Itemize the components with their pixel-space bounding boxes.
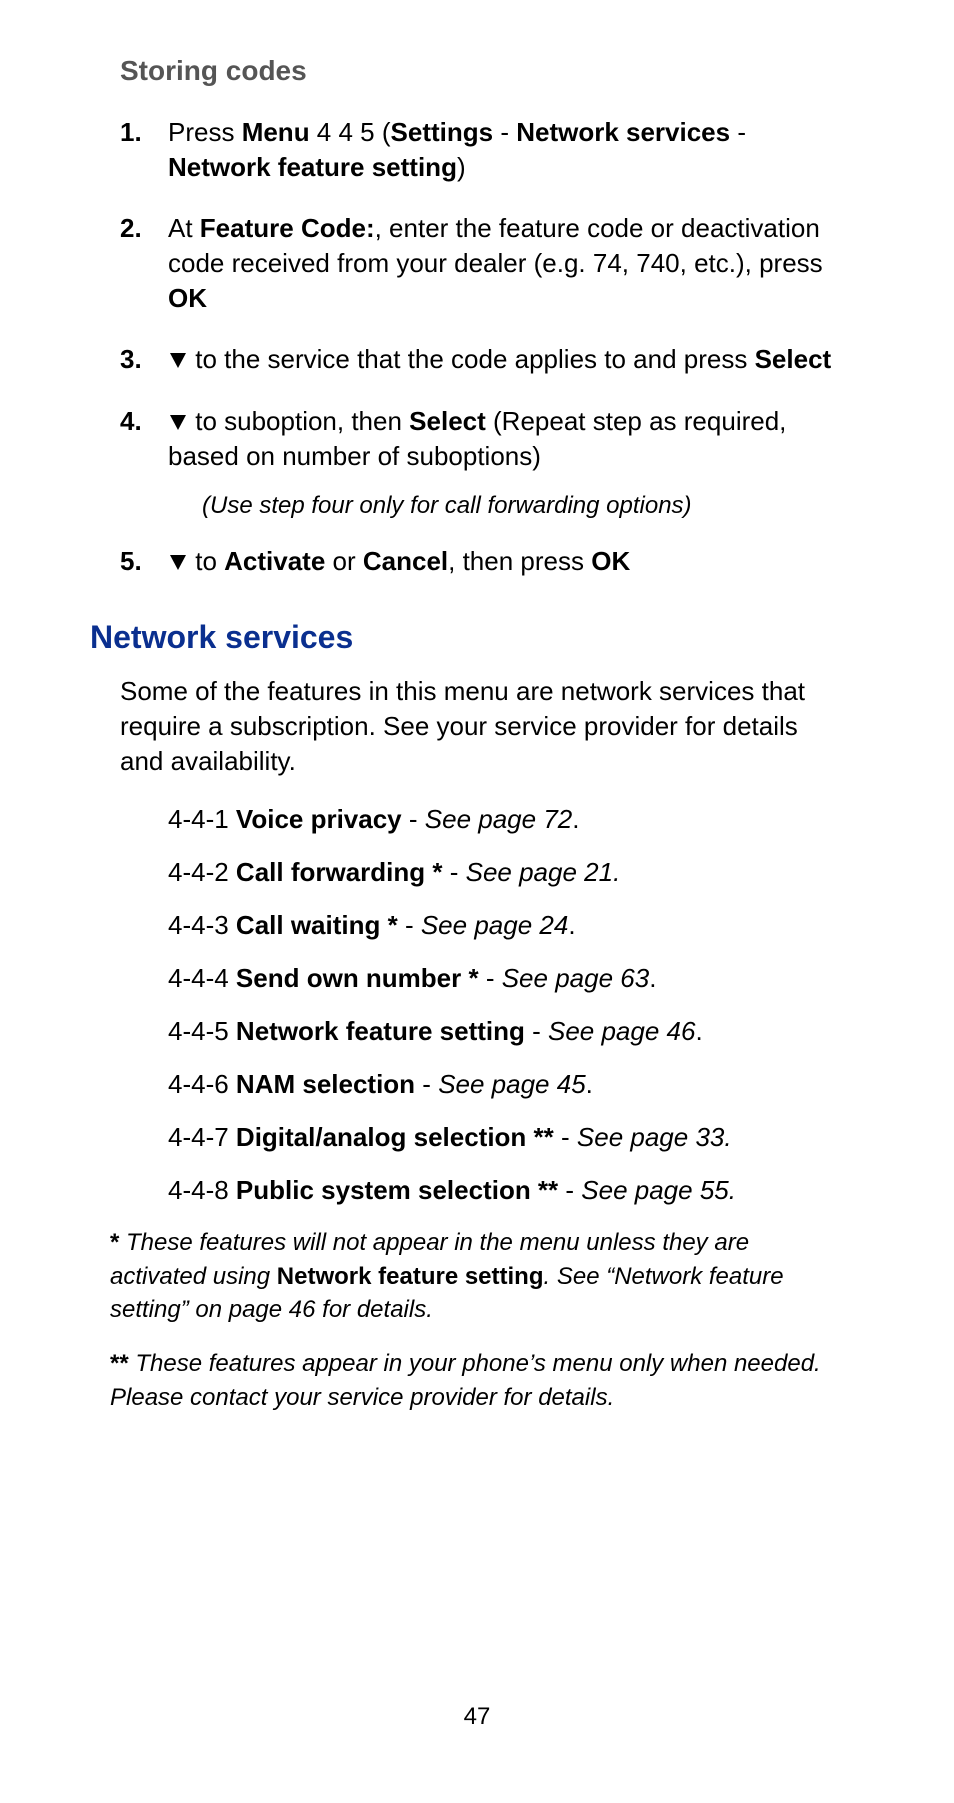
menu-code: 4-4-5 [168,1016,236,1046]
menu-name: Voice privacy [236,804,402,834]
step-bold-text: Activate [224,546,325,576]
menu-name: Call forwarding * [236,857,443,887]
menu-item: 4-4-2 Call forwarding * - See page 21. [168,855,844,890]
down-arrow-icon [170,555,186,570]
step-item: 1.Press Menu 4 4 5 (Settings - Network s… [120,115,844,185]
menu-tail: . [695,1016,702,1046]
steps-list: 1.Press Menu 4 4 5 (Settings - Network s… [90,115,844,579]
menu-separator: - [443,857,466,887]
step-plain-text: - [493,117,516,147]
subheading-storing-codes: Storing codes [120,55,844,87]
footnote-single-star: * These features will not appear in the … [110,1226,844,1327]
footnote-mark: * [110,1229,119,1256]
menu-item: 4-4-1 Voice privacy - See page 72. [168,802,844,837]
down-arrow-icon [170,353,186,368]
menu-page-ref: See page 21. [466,857,621,887]
step-plain-text: to suboption, then [188,406,409,436]
step-plain-text: Press [168,117,242,147]
step-bold-text: Menu [242,117,310,147]
step-bold-text: Select [409,406,486,436]
step-bold-text: Cancel [363,546,448,576]
menu-code: 4-4-8 [168,1175,236,1205]
footnote-text: These features appear in your phone’s me… [110,1350,821,1411]
menu-code: 4-4-7 [168,1122,236,1152]
menu-separator: - [558,1175,581,1205]
menu-page-ref: See page 72 [425,804,572,834]
menu-separator: - [415,1069,438,1099]
menu-separator: - [479,963,502,993]
footnote-strong: Network feature setting [277,1263,544,1290]
menu-page-ref: See page 55. [581,1175,736,1205]
page-number: 47 [0,1703,954,1731]
step-bold-text: Network services [516,117,730,147]
menu-name: Call waiting * [236,910,398,940]
menu-item: 4-4-7 Digital/analog selection ** - See … [168,1120,844,1155]
step-item: 3. to the service that the code applies … [120,342,844,377]
menu-code: 4-4-1 [168,804,236,834]
step-bold-text: Network feature setting [168,152,457,182]
step-text: to Activate or Cancel, then press OK [168,544,844,579]
step-number: 2. [120,211,152,316]
menu-item: 4-4-3 Call waiting * - See page 24. [168,908,844,943]
menu-item: 4-4-4 Send own number * - See page 63. [168,961,844,996]
menu-separator: - [398,910,421,940]
menu-name: Send own number * [236,963,479,993]
step-plain-text: to the service that the code applies to … [188,344,755,374]
menu-page-ref: See page 33. [577,1122,732,1152]
menu-code: 4-4-2 [168,857,236,887]
menu-item: 4-4-5 Network feature setting - See page… [168,1014,844,1049]
step-text: Press Menu 4 4 5 (Settings - Network ser… [168,115,844,185]
network-services-intro: Some of the features in this menu are ne… [120,674,844,779]
menu-separator: - [402,804,425,834]
down-arrow-icon [170,415,186,430]
menu-tail: . [649,963,656,993]
menu-name: Network feature setting [236,1016,525,1046]
step-bold-text: Feature Code: [200,213,375,243]
step-item: 2.At Feature Code:, enter the feature co… [120,211,844,316]
step-bold-text: OK [591,546,630,576]
step-plain-text: 4 4 5 ( [310,117,391,147]
menu-separator: - [525,1016,548,1046]
menu-name: Public system selection ** [236,1175,558,1205]
menu-page-ref: See page 63 [502,963,649,993]
step-number: 5. [120,544,152,579]
step-number: 4. [120,404,152,474]
menu-page-ref: See page 24 [421,910,568,940]
menu-code: 4-4-4 [168,963,236,993]
step-number: 1. [120,115,152,185]
step-text: to the service that the code applies to … [168,342,844,377]
step-note: (Use step four only for call forwarding … [202,490,844,522]
menu-item: 4-4-6 NAM selection - See page 45. [168,1067,844,1102]
step-number: 3. [120,342,152,377]
menu-tail: . [572,804,579,834]
page: Storing codes 1.Press Menu 4 4 5 (Settin… [0,0,954,1803]
menu-page-ref: See page 45 [438,1069,585,1099]
menu-page-ref: See page 46 [548,1016,695,1046]
step-plain-text: , then press [448,546,591,576]
section-heading-network-services: Network services [90,619,844,656]
step-plain-text: At [168,213,200,243]
step-bold-text: Settings [391,117,494,147]
menu-separator: - [554,1122,577,1152]
step-item: 4. to suboption, then Select (Repeat ste… [120,404,844,474]
menu-code: 4-4-6 [168,1069,236,1099]
menu-name: Digital/analog selection ** [236,1122,554,1152]
menu-item: 4-4-8 Public system selection ** - See p… [168,1173,844,1208]
step-bold-text: OK [168,283,207,313]
step-text: to suboption, then Select (Repeat step a… [168,404,844,474]
menu-tail: . [586,1069,593,1099]
step-bold-text: Select [755,344,832,374]
footnote-double-star: ** These features appear in your phone’s… [110,1347,844,1414]
menu-tail: . [568,910,575,940]
step-plain-text: - [730,117,746,147]
step-plain-text: ) [457,152,466,182]
step-text: At Feature Code:, enter the feature code… [168,211,844,316]
step-plain-text: or [325,546,363,576]
menu-list: 4-4-1 Voice privacy - See page 72. 4-4-2 … [168,802,844,1209]
step-item: 5. to Activate or Cancel, then press OK [120,544,844,579]
footnote-mark: ** [110,1350,129,1377]
menu-code: 4-4-3 [168,910,236,940]
menu-name: NAM selection [236,1069,415,1099]
step-plain-text: to [188,546,224,576]
